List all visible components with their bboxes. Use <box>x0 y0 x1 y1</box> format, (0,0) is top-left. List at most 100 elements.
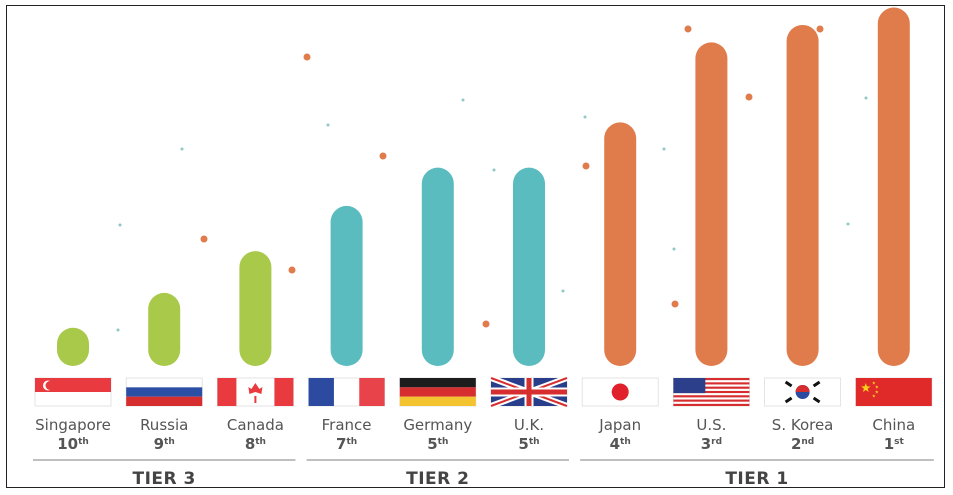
rank-suffix: th <box>78 437 89 447</box>
rank-suffix: rd <box>711 437 722 447</box>
flag-cross-red <box>491 378 567 406</box>
rank-number: 9 <box>154 435 164 453</box>
rank-suffix: th <box>346 437 357 447</box>
rank-number: 5 <box>518 435 528 453</box>
flag-trigram <box>812 396 821 404</box>
flag-stripe <box>673 395 750 398</box>
flag-star-small <box>872 394 876 398</box>
decorative-dot <box>118 223 122 227</box>
usa-flag-icon <box>673 377 750 407</box>
flag-sun <box>611 383 629 401</box>
rank-number: 7 <box>336 435 346 453</box>
country-label: U.S. <box>696 416 726 434</box>
decorative-dot <box>745 93 753 101</box>
country-label: France <box>322 416 372 434</box>
bar-s-korea <box>786 24 819 367</box>
uk-flag-icon <box>489 375 569 409</box>
rank-number: 3 <box>701 435 711 453</box>
country-label: Germany <box>403 416 472 434</box>
bar-japan <box>604 122 637 367</box>
china-flag-icon <box>855 377 933 407</box>
tiers-group: TIER 3 TIER 2 TIER 1 <box>33 459 934 489</box>
rank-number: 5 <box>427 435 437 453</box>
flag-stripe <box>126 396 203 406</box>
rank-label: 5th <box>427 435 448 453</box>
decorative-dot <box>116 328 120 332</box>
country-label: U.K. <box>514 416 544 434</box>
tier-label: TIER 1 <box>725 469 788 489</box>
germany-flag-icon <box>399 377 477 407</box>
decorative-dot <box>482 320 490 328</box>
country-label: Singapore <box>35 416 111 434</box>
japan-flag-icon <box>581 377 659 407</box>
bar-u-s- <box>695 42 728 367</box>
flag-stripe <box>399 378 476 388</box>
country-label: Canada <box>227 416 284 434</box>
flag-stripe <box>308 378 334 406</box>
flag-canton <box>673 378 706 394</box>
flag-trigram <box>784 396 793 404</box>
flag-stripe <box>673 399 750 402</box>
flag-trigram <box>784 380 793 388</box>
flag-star-small <box>875 385 879 389</box>
rank-label: 7th <box>336 435 357 453</box>
rank-suffix: th <box>620 437 631 447</box>
flag-taegeuk-red <box>795 385 810 392</box>
flag-stripe <box>673 382 750 385</box>
france-flag-icon <box>308 377 386 407</box>
country-label: S. Korea <box>772 416 834 434</box>
rank-number: 4 <box>610 435 620 453</box>
rank-suffix: th <box>255 437 266 447</box>
flag-stripe <box>673 403 750 406</box>
decorative-dot <box>583 115 587 119</box>
flag-stripe <box>673 378 750 381</box>
decorative-dot <box>288 266 296 274</box>
bar-u-k- <box>513 167 545 366</box>
flag-stripe <box>217 378 237 406</box>
canada-flag-icon <box>216 377 294 407</box>
flag-maple-leaf <box>248 383 263 403</box>
decorative-dot <box>180 147 184 151</box>
flag-stripe <box>673 386 750 389</box>
decorative-dot <box>662 147 666 151</box>
decorative-dot <box>461 98 465 102</box>
flag-star <box>861 383 871 392</box>
decorative-dot <box>561 289 565 293</box>
bar-singapore <box>57 327 89 366</box>
labels-group: Singapore10thRussia9thCanada8thFrance7th… <box>35 416 915 453</box>
flag-star-small <box>875 390 879 394</box>
rank-suffix: th <box>164 437 175 447</box>
decorative-dot <box>846 222 850 226</box>
tier-label: TIER 3 <box>133 469 196 489</box>
flag-stripe <box>399 396 476 406</box>
decorative-dot <box>671 300 679 308</box>
rank-label: 4th <box>610 435 631 453</box>
bars-group <box>57 7 910 367</box>
bar-germany <box>421 167 454 366</box>
bar-canada <box>239 251 272 366</box>
bar-russia <box>148 292 181 366</box>
decorative-dot <box>582 162 590 170</box>
country-label: Japan <box>598 416 641 434</box>
rank-suffix: st <box>894 437 904 447</box>
rank-label: 5th <box>518 435 539 453</box>
tier-label: TIER 2 <box>406 469 469 489</box>
decorative-dot <box>492 168 496 172</box>
rank-label: 2nd <box>791 435 814 453</box>
rank-number: 10 <box>57 435 78 453</box>
rank-label: 9th <box>154 435 175 453</box>
bar-china <box>877 7 910 367</box>
flag-stripe <box>399 387 476 397</box>
rank-label: 10th <box>57 435 89 453</box>
decorative-dot <box>816 25 824 33</box>
decorative-dot <box>672 247 676 251</box>
country-label: China <box>872 416 915 434</box>
rank-number: 1 <box>884 435 894 453</box>
flag-star-small <box>872 381 876 385</box>
decorative-dot <box>326 123 330 127</box>
flag-trigram <box>812 380 821 388</box>
rank-number: 2 <box>791 435 801 453</box>
rank-suffix: th <box>438 437 449 447</box>
flag-stripe <box>359 378 385 406</box>
